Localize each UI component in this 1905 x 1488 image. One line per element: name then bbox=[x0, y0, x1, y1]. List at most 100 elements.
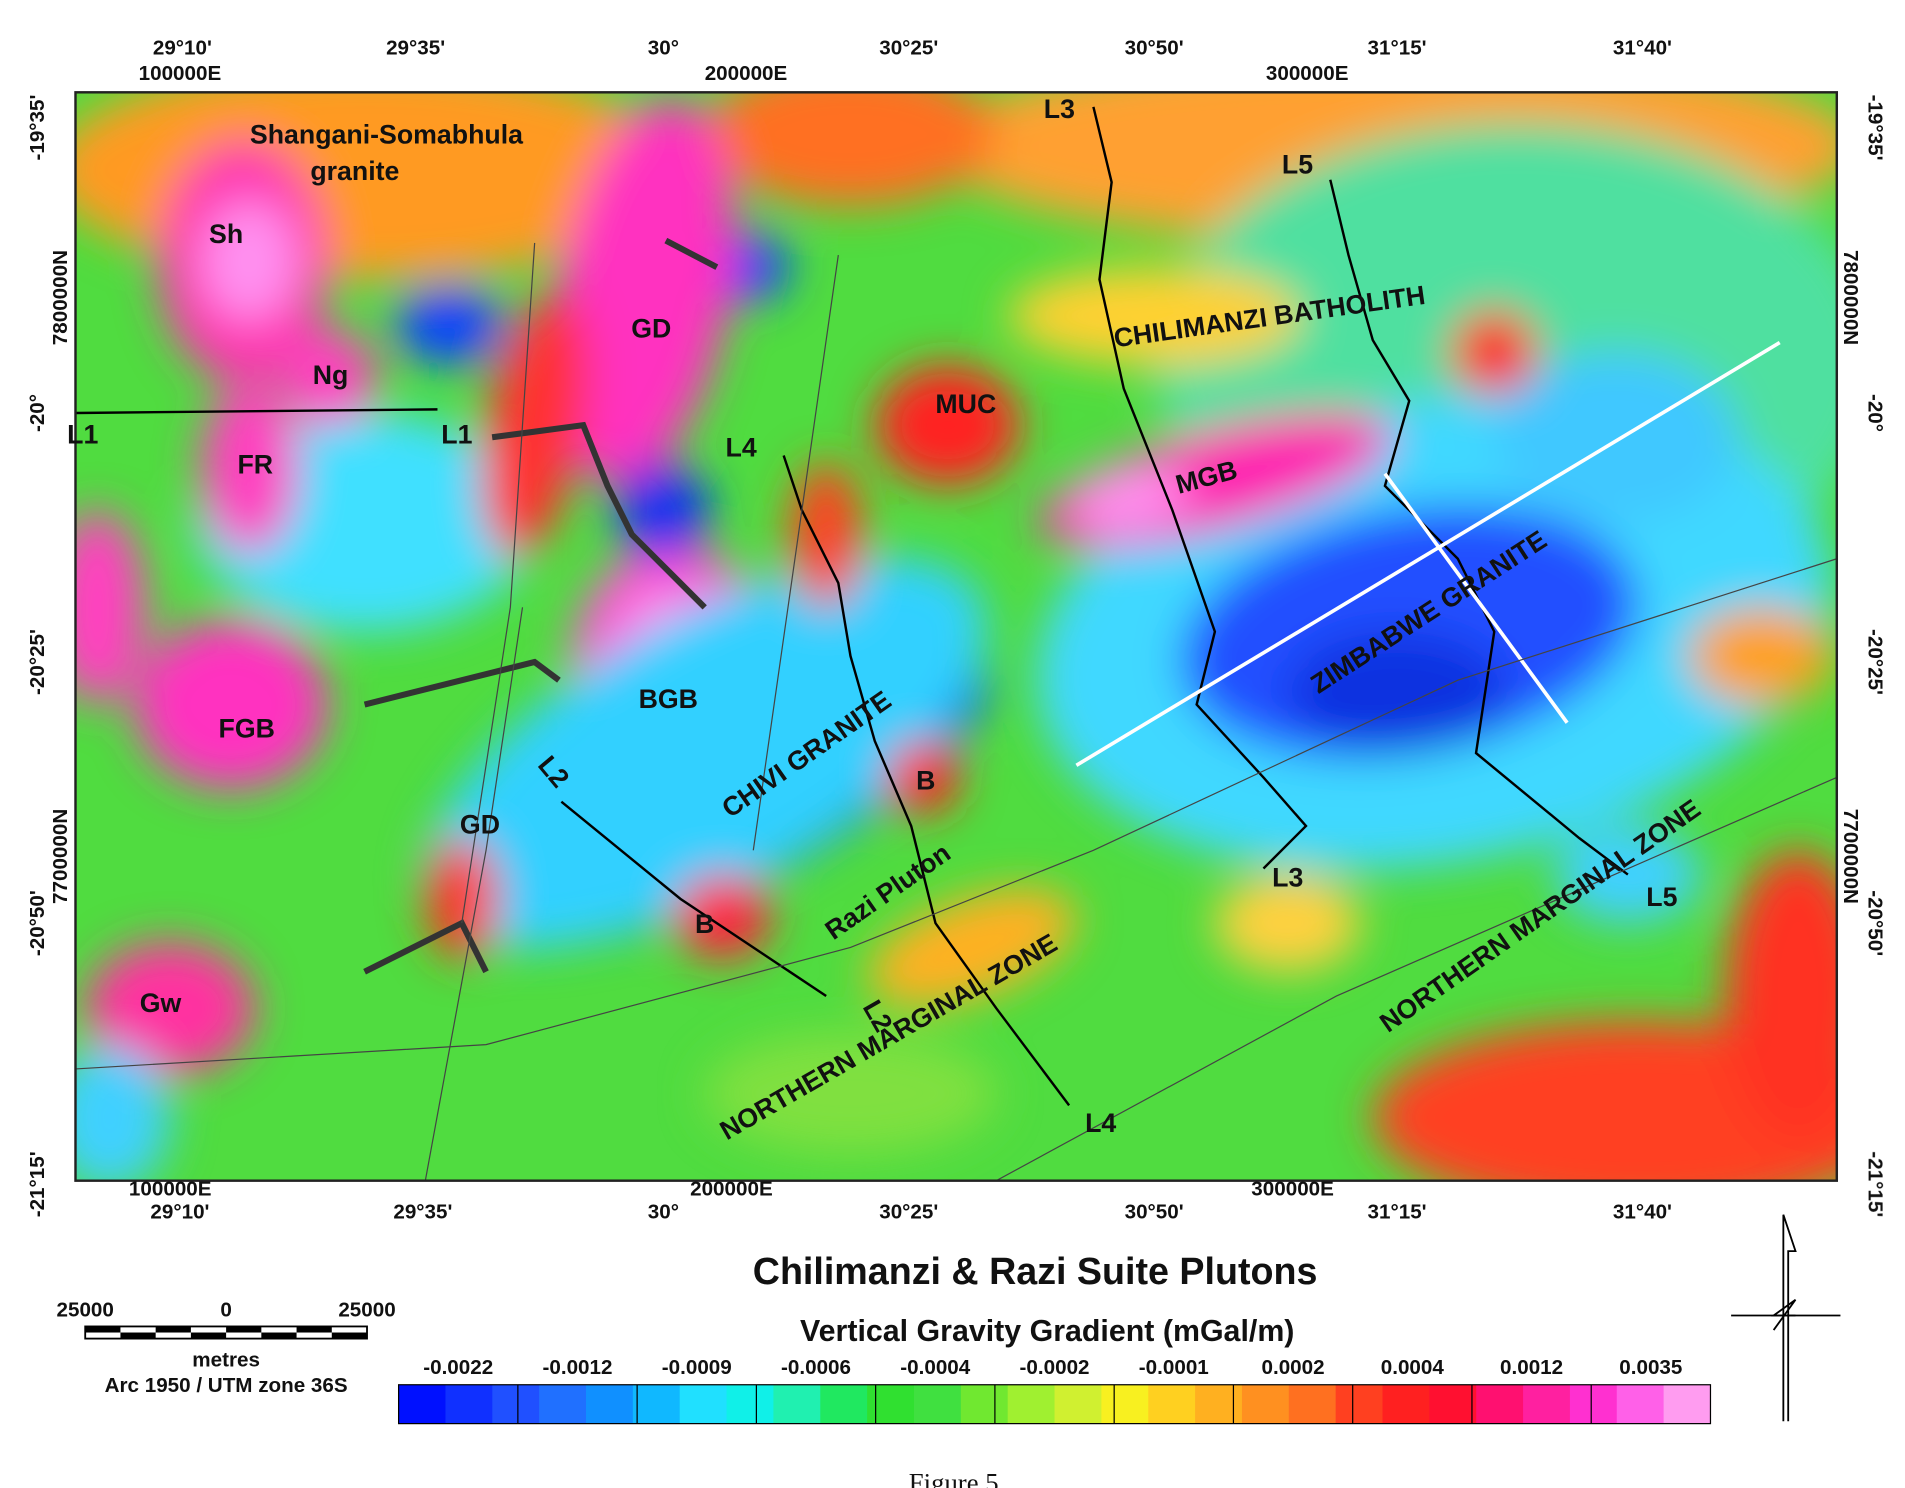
colorbar-cell bbox=[1523, 1384, 1571, 1424]
colorbar-cell bbox=[820, 1384, 868, 1424]
anomaly bbox=[867, 888, 1077, 1007]
scale-segment bbox=[120, 1332, 156, 1339]
colorbar-cell bbox=[1195, 1384, 1243, 1424]
map-label: L4 bbox=[726, 433, 757, 463]
coord-label: 30°25' bbox=[879, 37, 938, 60]
scale-label: 25000 bbox=[338, 1299, 395, 1322]
map-label: BGB bbox=[639, 684, 698, 714]
axis-line bbox=[1075, 340, 1781, 767]
colorbar-tick-label: -0.0004 bbox=[900, 1356, 970, 1379]
coord-label: 30° bbox=[648, 1200, 679, 1223]
map-label: Ng bbox=[313, 360, 349, 390]
colorbar-cell bbox=[1429, 1384, 1477, 1424]
scale-segment bbox=[296, 1326, 332, 1333]
coord-label: 100000E bbox=[129, 1177, 212, 1200]
contour bbox=[75, 558, 1837, 1070]
colorbar-cell bbox=[1663, 1384, 1712, 1424]
colorbar-cell bbox=[679, 1384, 728, 1424]
colorbar-tick-label: 0.0012 bbox=[1500, 1356, 1563, 1379]
anomaly bbox=[425, 838, 499, 960]
anomaly bbox=[1287, 631, 1507, 754]
colorbar-cell bbox=[867, 1384, 915, 1424]
colorbar-cell bbox=[492, 1384, 540, 1424]
coord-label: 31°15' bbox=[1368, 1200, 1427, 1223]
coord-label: -19°35' bbox=[1863, 95, 1886, 161]
colorbar-tick-label: -0.0002 bbox=[1020, 1356, 1090, 1379]
colorbar-cell bbox=[1616, 1384, 1665, 1424]
profile-line bbox=[1092, 106, 1308, 870]
coord-label: -21°15' bbox=[1863, 1151, 1886, 1217]
anomaly bbox=[1494, 352, 1738, 523]
coord-label: 30°25' bbox=[879, 1200, 938, 1223]
coord-label: 300000E bbox=[1266, 62, 1349, 85]
geology-lines bbox=[75, 106, 1837, 1181]
map-frame bbox=[74, 91, 1839, 1182]
anomaly bbox=[704, 92, 997, 207]
anomaly bbox=[200, 382, 298, 553]
colorbar-cell bbox=[398, 1384, 447, 1424]
coord-label: 29°10' bbox=[153, 37, 212, 60]
coord-label: 29°10' bbox=[150, 1200, 209, 1223]
scale-segment bbox=[155, 1326, 191, 1333]
profile-line bbox=[782, 455, 1071, 1107]
coord-label: -21°15' bbox=[26, 1151, 49, 1217]
map-label: L1 bbox=[441, 419, 472, 449]
colorbar-tick-label: -0.0022 bbox=[423, 1356, 493, 1379]
map-label: L3 bbox=[1272, 863, 1303, 893]
anomaly bbox=[394, 286, 505, 365]
coord-label: 7700000N bbox=[1839, 809, 1862, 904]
legend-title: Vertical Gravity Gradient (mGal/m) bbox=[800, 1315, 1294, 1348]
anomaly bbox=[886, 740, 960, 814]
anomaly bbox=[1214, 874, 1361, 972]
anomaly bbox=[481, 293, 588, 557]
map-label: L5 bbox=[1282, 150, 1313, 180]
map-label: FGB bbox=[219, 713, 275, 743]
colorbar bbox=[397, 1384, 1712, 1425]
contour bbox=[752, 254, 839, 851]
profile-line bbox=[75, 408, 438, 415]
anomaly bbox=[674, 874, 772, 960]
colorbar-cell bbox=[1476, 1384, 1524, 1424]
gravity-map bbox=[75, 92, 1837, 1181]
scale-segment bbox=[85, 1326, 121, 1333]
colorbar-cell bbox=[960, 1384, 1009, 1424]
traverse bbox=[363, 658, 561, 708]
scale-label: 0 bbox=[220, 1299, 231, 1322]
map-label: MUC bbox=[935, 389, 996, 419]
colorbar-cell bbox=[1335, 1384, 1384, 1424]
coord-label: 31°15' bbox=[1368, 37, 1427, 60]
map-label: L1 bbox=[67, 419, 98, 449]
anomaly bbox=[423, 557, 987, 949]
colorbar-cell bbox=[773, 1384, 821, 1424]
anomaly bbox=[789, 461, 863, 608]
coord-label: -19°35' bbox=[26, 95, 49, 161]
coord-label: -20° bbox=[26, 394, 49, 432]
anomaly bbox=[1372, 1020, 1837, 1181]
map-label: GD bbox=[460, 809, 500, 839]
scale-label: 25000 bbox=[57, 1299, 114, 1322]
map-label: L3 bbox=[1044, 94, 1075, 124]
coord-label: 30°50' bbox=[1125, 1200, 1184, 1223]
colorbar-cell bbox=[1148, 1384, 1196, 1424]
anomaly bbox=[553, 99, 735, 484]
colorbar-cell bbox=[1241, 1384, 1290, 1424]
scale-segment bbox=[331, 1332, 368, 1339]
colorbar-cell bbox=[445, 1384, 493, 1424]
colorbar-tick-label: -0.0006 bbox=[781, 1356, 851, 1379]
coord-label: 29°35' bbox=[393, 1200, 452, 1223]
scale-unit: metres bbox=[192, 1349, 260, 1372]
coord-label: -20°25' bbox=[26, 629, 49, 695]
anomaly bbox=[1725, 850, 1837, 1142]
coord-label: 7700000N bbox=[49, 809, 72, 904]
anomaly bbox=[1554, 825, 1701, 924]
scale-bar-ticks bbox=[85, 1326, 368, 1339]
anomaly bbox=[874, 364, 1021, 486]
colorbar-cell bbox=[1054, 1384, 1102, 1424]
traverse bbox=[664, 237, 719, 270]
coord-label: -20°50' bbox=[26, 890, 49, 956]
coord-label: 30° bbox=[648, 37, 679, 60]
colorbar-tick-label: 0.0002 bbox=[1262, 1356, 1325, 1379]
coord-label: 200000E bbox=[705, 62, 788, 85]
title: Chilimanzi & Razi Suite Plutons bbox=[753, 1250, 1318, 1292]
